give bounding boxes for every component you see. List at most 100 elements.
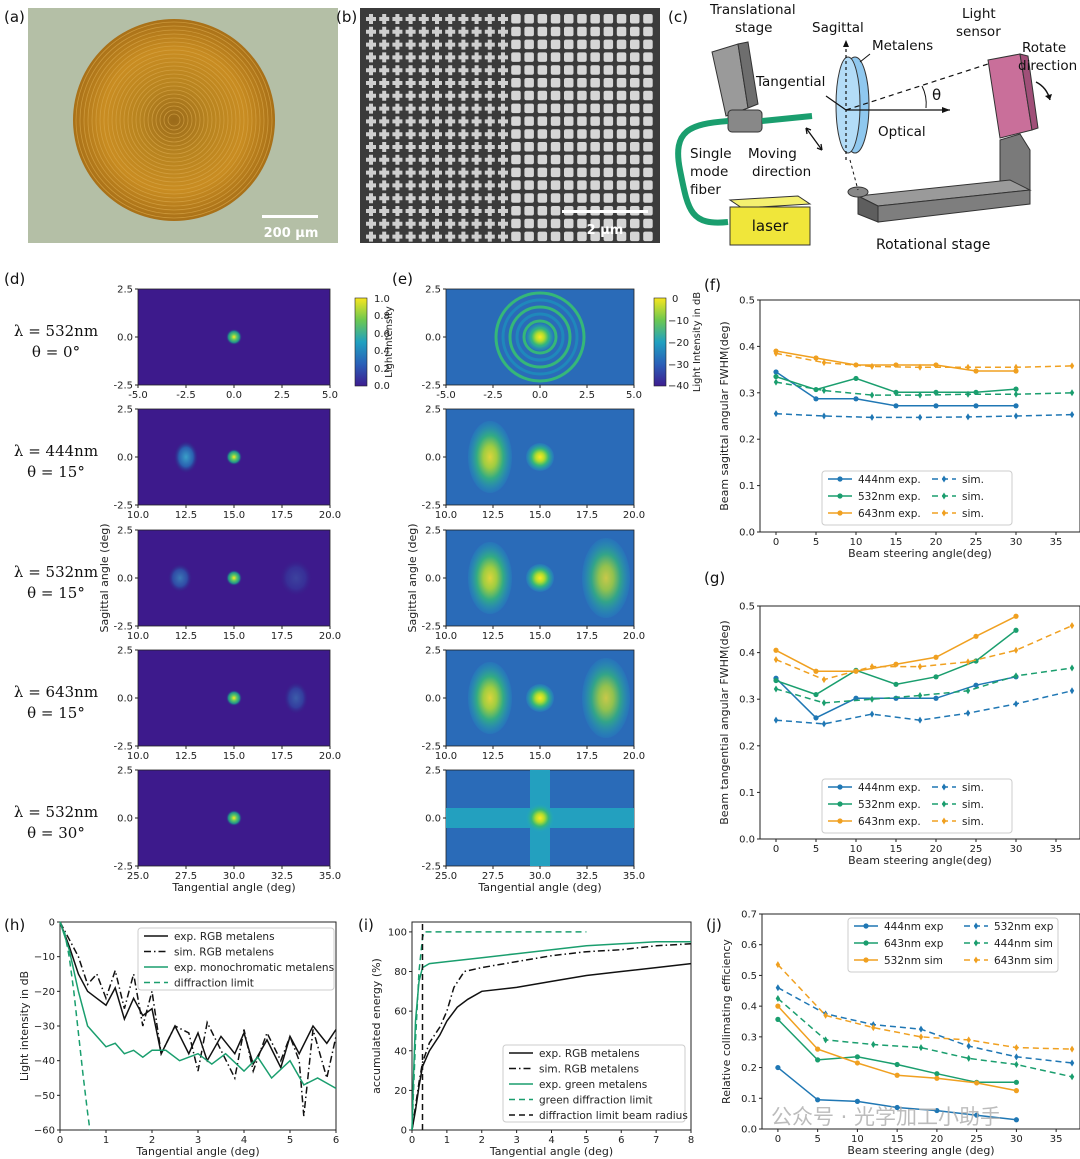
x-tick-label: 32.5 bbox=[271, 871, 293, 882]
sem-cross bbox=[471, 39, 482, 50]
sem-cross bbox=[379, 167, 390, 178]
sem-square bbox=[537, 231, 548, 242]
data-point bbox=[917, 391, 923, 399]
sem-square bbox=[511, 103, 521, 114]
sem-cross bbox=[432, 78, 442, 88]
data-point bbox=[775, 1003, 781, 1009]
sem-square bbox=[524, 218, 534, 229]
legend-marker bbox=[941, 783, 947, 791]
sem-square bbox=[643, 14, 653, 24]
sem-cross bbox=[484, 167, 495, 178]
sem-cross bbox=[458, 154, 469, 165]
y-tick-label: 0.4 bbox=[739, 648, 755, 659]
lens-ring bbox=[151, 97, 197, 143]
sem-cross bbox=[471, 167, 482, 178]
data-point bbox=[821, 720, 827, 728]
focal-spot bbox=[226, 570, 242, 586]
data-point bbox=[871, 1041, 876, 1049]
data-point bbox=[1013, 627, 1019, 633]
sem-cross bbox=[418, 116, 429, 127]
sem-cross bbox=[392, 206, 403, 216]
y-tick-label: 0.0 bbox=[117, 574, 133, 585]
sem-square bbox=[577, 218, 587, 229]
data-point bbox=[965, 658, 971, 666]
sem-cross bbox=[458, 206, 469, 216]
data-point bbox=[933, 674, 939, 680]
sem-square bbox=[616, 231, 627, 242]
legend-label: diffraction limit beam radius bbox=[539, 1110, 688, 1122]
sem-cross bbox=[445, 142, 456, 152]
sem-square bbox=[577, 90, 587, 101]
db-side-lobe bbox=[468, 421, 512, 493]
sem-cross bbox=[366, 142, 376, 152]
sem-cross bbox=[418, 193, 429, 204]
x-tick-label: 10.0 bbox=[127, 751, 149, 762]
sem-cross bbox=[418, 206, 429, 216]
legend-marker bbox=[941, 509, 947, 517]
data-point bbox=[813, 396, 819, 402]
legend-label: 444nm exp. bbox=[858, 782, 921, 794]
sem-square bbox=[603, 103, 614, 114]
y-tick-label: 0.2 bbox=[739, 435, 755, 446]
fiber-output bbox=[761, 113, 813, 124]
sem-square bbox=[524, 39, 534, 50]
y-tick-label: −30 bbox=[34, 1022, 55, 1033]
sem-cross bbox=[366, 39, 376, 50]
legend-marker bbox=[941, 817, 947, 825]
sem-square bbox=[537, 26, 548, 37]
sem-square bbox=[524, 103, 534, 114]
data-point bbox=[773, 349, 779, 357]
y-tick-label: 0.0 bbox=[741, 1125, 757, 1136]
sem-square bbox=[550, 180, 561, 190]
sem-square bbox=[511, 116, 521, 126]
rotate-label-1: Rotate bbox=[1022, 40, 1066, 56]
sem-cross bbox=[432, 116, 442, 127]
legend-marker bbox=[973, 922, 979, 930]
series-line bbox=[411, 943, 692, 1131]
data-point bbox=[853, 396, 859, 402]
sem-cross bbox=[432, 26, 442, 37]
sem-square bbox=[550, 39, 561, 50]
sem-cross bbox=[484, 129, 495, 140]
theta-arc bbox=[921, 85, 927, 109]
sem-cross bbox=[366, 218, 376, 229]
x-axis-label: Tangential angle (deg) bbox=[135, 1145, 259, 1158]
sem-cross bbox=[445, 65, 456, 76]
data-point bbox=[965, 413, 971, 421]
sem-cross bbox=[458, 167, 469, 178]
data-point bbox=[1069, 389, 1075, 397]
y-tick-label: 2.5 bbox=[425, 405, 441, 416]
sem-cross bbox=[432, 52, 442, 63]
fiber-label-1: Single bbox=[690, 146, 732, 162]
sem-square bbox=[511, 193, 521, 203]
sem-cross bbox=[366, 78, 376, 88]
e-ylabel: Sagittal angle (deg) bbox=[406, 523, 419, 632]
sem-background bbox=[360, 8, 660, 243]
cbar-lin-tick-5: 0.0 bbox=[374, 381, 390, 392]
y-axis-label: Relative collimating efficiency bbox=[720, 939, 733, 1104]
sem-square bbox=[511, 154, 521, 165]
x-tick-label: 30 bbox=[1010, 844, 1023, 855]
sem-square bbox=[537, 78, 548, 88]
sem-square bbox=[564, 180, 574, 190]
sem-square bbox=[630, 52, 640, 62]
data-point bbox=[917, 691, 923, 699]
panel-c: (c) Translational stage Single mode fibe… bbox=[668, 2, 1077, 253]
lens-ring bbox=[87, 33, 261, 207]
data-point bbox=[821, 412, 827, 420]
sem-square bbox=[550, 52, 561, 62]
sem-cross bbox=[432, 90, 442, 101]
x-tick-label: 12.5 bbox=[482, 751, 504, 762]
x-tick-label: 25.0 bbox=[435, 871, 457, 882]
sem-square bbox=[643, 193, 653, 203]
sem-cross bbox=[392, 116, 403, 127]
sem-square bbox=[603, 52, 614, 62]
sem-cross bbox=[498, 116, 508, 127]
data-point bbox=[973, 403, 979, 409]
sem-square bbox=[537, 103, 548, 114]
sem-square bbox=[616, 52, 627, 62]
x-tick-label: 35 bbox=[1050, 537, 1063, 548]
sem-cross bbox=[484, 142, 495, 152]
lens-ring bbox=[135, 81, 213, 159]
x-axis-label: Beam steering angle (deg) bbox=[847, 1144, 994, 1157]
